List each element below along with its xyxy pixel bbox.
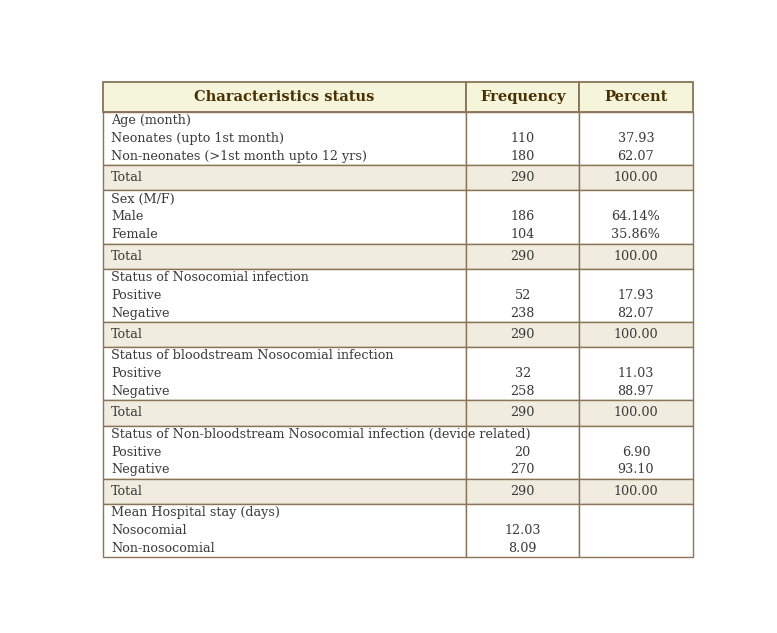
Bar <box>103 244 466 268</box>
Text: 82.07: 82.07 <box>618 306 654 320</box>
Text: 93.10: 93.10 <box>618 463 654 477</box>
Bar <box>580 401 692 425</box>
Text: Total: Total <box>111 249 143 263</box>
Text: 11.03: 11.03 <box>618 367 654 380</box>
Bar <box>580 82 692 112</box>
Text: Positive: Positive <box>111 289 162 302</box>
Text: Mean Hospital stay (days): Mean Hospital stay (days) <box>111 506 280 519</box>
Bar <box>103 401 466 425</box>
Bar <box>580 165 692 191</box>
Text: Positive: Positive <box>111 367 162 380</box>
Text: 8.09: 8.09 <box>508 542 537 555</box>
Text: Age (month): Age (month) <box>111 115 191 127</box>
Text: 17.93: 17.93 <box>618 289 654 302</box>
Bar <box>103 268 466 322</box>
Text: 290: 290 <box>510 485 535 498</box>
Bar <box>466 479 580 504</box>
Bar <box>466 347 580 401</box>
Bar <box>103 322 466 347</box>
Text: Status of Nosocomial infection: Status of Nosocomial infection <box>111 271 309 284</box>
Text: 32: 32 <box>514 367 531 380</box>
Text: 100.00: 100.00 <box>614 249 658 263</box>
Text: 258: 258 <box>510 385 535 398</box>
Bar <box>103 191 466 244</box>
Bar <box>103 504 466 557</box>
Text: 186: 186 <box>510 210 535 223</box>
Text: 110: 110 <box>510 132 535 145</box>
Text: 290: 290 <box>510 406 535 420</box>
Text: 12.03: 12.03 <box>504 524 541 537</box>
Text: Percent: Percent <box>605 90 667 104</box>
Bar <box>580 268 692 322</box>
Text: 290: 290 <box>510 328 535 341</box>
Text: Negative: Negative <box>111 385 169 398</box>
Text: Nosocomial: Nosocomial <box>111 524 186 537</box>
Bar <box>103 347 466 401</box>
Bar <box>103 425 466 479</box>
Bar <box>580 425 692 479</box>
Bar <box>466 504 580 557</box>
Text: Status of bloodstream Nosocomial infection: Status of bloodstream Nosocomial infecti… <box>111 349 394 363</box>
Bar <box>466 401 580 425</box>
Text: 35.86%: 35.86% <box>611 229 660 241</box>
Text: Non-neonates (>1st month upto 12 yrs): Non-neonates (>1st month upto 12 yrs) <box>111 150 367 163</box>
Text: 180: 180 <box>510 150 535 163</box>
Text: 52: 52 <box>514 289 531 302</box>
Text: 100.00: 100.00 <box>614 406 658 420</box>
Bar <box>466 165 580 191</box>
Bar <box>103 165 466 191</box>
Text: Sex (M/F): Sex (M/F) <box>111 192 175 206</box>
Text: Total: Total <box>111 406 143 420</box>
Text: 64.14%: 64.14% <box>611 210 660 223</box>
Text: Non-nosocomial: Non-nosocomial <box>111 542 214 555</box>
Bar <box>466 112 580 165</box>
Text: 88.97: 88.97 <box>618 385 654 398</box>
Text: 100.00: 100.00 <box>614 328 658 341</box>
Bar <box>103 112 466 165</box>
Text: Characteristics status: Characteristics status <box>194 90 375 104</box>
Bar <box>466 425 580 479</box>
Text: 6.90: 6.90 <box>622 446 650 459</box>
Text: 62.07: 62.07 <box>618 150 654 163</box>
Bar <box>103 82 466 112</box>
Text: Status of Non-bloodstream Nosocomial infection (device related): Status of Non-bloodstream Nosocomial inf… <box>111 428 531 441</box>
Text: Neonates (upto 1st month): Neonates (upto 1st month) <box>111 132 284 145</box>
Text: Total: Total <box>111 485 143 498</box>
Bar <box>466 82 580 112</box>
Bar <box>466 191 580 244</box>
Text: Total: Total <box>111 328 143 341</box>
Bar <box>580 479 692 504</box>
Bar <box>580 112 692 165</box>
Text: Negative: Negative <box>111 463 169 477</box>
Bar <box>466 322 580 347</box>
Text: 270: 270 <box>510 463 535 477</box>
Text: 100.00: 100.00 <box>614 485 658 498</box>
Text: Female: Female <box>111 229 158 241</box>
Text: 100.00: 100.00 <box>614 172 658 184</box>
Bar <box>580 347 692 401</box>
Bar <box>580 244 692 268</box>
Text: 238: 238 <box>510 306 535 320</box>
Text: Frequency: Frequency <box>480 90 566 104</box>
Bar <box>580 191 692 244</box>
Text: 20: 20 <box>514 446 531 459</box>
Text: 104: 104 <box>510 229 535 241</box>
Bar <box>103 479 466 504</box>
Bar <box>580 322 692 347</box>
Text: 290: 290 <box>510 172 535 184</box>
Text: Negative: Negative <box>111 306 169 320</box>
Text: Positive: Positive <box>111 446 162 459</box>
Bar <box>580 504 692 557</box>
Bar <box>466 244 580 268</box>
Text: 290: 290 <box>510 249 535 263</box>
Text: 37.93: 37.93 <box>618 132 654 145</box>
Bar <box>466 268 580 322</box>
Text: Total: Total <box>111 172 143 184</box>
Text: Male: Male <box>111 210 144 223</box>
